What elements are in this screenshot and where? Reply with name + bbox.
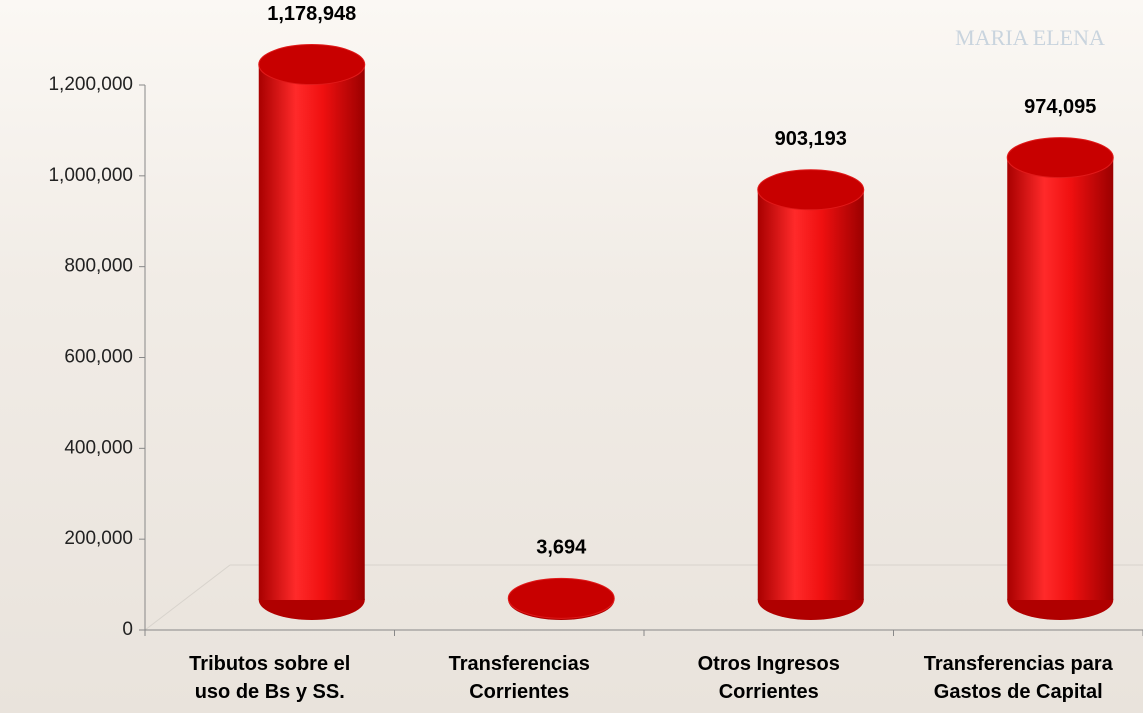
- cylinder-body: [757, 189, 864, 600]
- value-label: 974,095: [1024, 96, 1096, 118]
- y-tick-label: 1,000,000: [48, 165, 133, 186]
- cylinder-top: [258, 44, 366, 86]
- cylinder-top: [757, 169, 865, 211]
- cylinder-body: [1007, 157, 1114, 601]
- x-tick-label: Transferencias para Gastos de Capital: [923, 653, 1113, 703]
- x-tick-label: Otros Ingresos Corrientes: [697, 653, 840, 703]
- cylinder-top: [507, 577, 615, 619]
- value-label: 903,193: [775, 128, 847, 150]
- logo: MARIA ELENA: [955, 25, 1105, 50]
- y-tick-label: 400,000: [64, 437, 133, 458]
- y-tick-label: 0: [122, 619, 133, 640]
- cylinder: [507, 577, 615, 620]
- floor: [144, 564, 1143, 631]
- value-label: 1,178,948: [267, 3, 356, 25]
- cylinder-body: [258, 64, 365, 601]
- cylinder-top: [1006, 137, 1114, 179]
- cylinder: [1006, 137, 1114, 620]
- cylinder: [258, 44, 366, 620]
- x-tick-label: Tributos sobre el uso de Bs y SS.: [189, 653, 351, 703]
- y-tick-label: 600,000: [64, 347, 133, 368]
- y-tick-label: 800,000: [64, 256, 133, 277]
- value-label: 3,694: [536, 537, 587, 559]
- y-tick-label: 1,200,000: [48, 74, 133, 95]
- y-tick-label: 200,000: [64, 528, 133, 549]
- x-tick-label: Transferencias Corrientes: [448, 653, 590, 703]
- cylinder: [757, 169, 865, 620]
